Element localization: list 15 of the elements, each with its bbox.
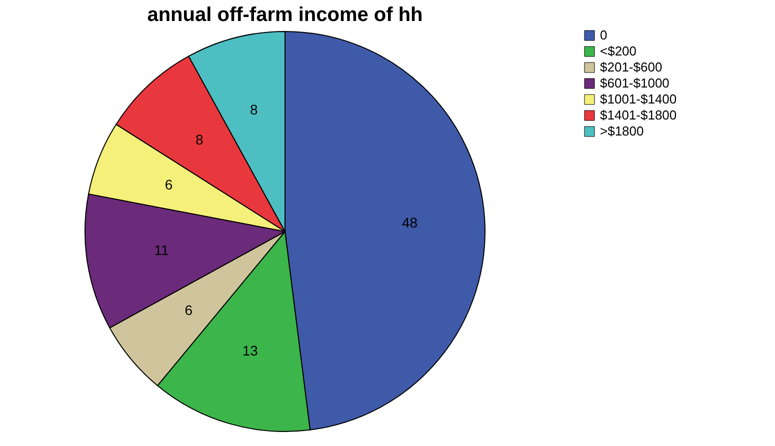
data-label: 11 xyxy=(154,242,170,258)
data-label: 8 xyxy=(250,101,258,118)
data-label: 8 xyxy=(196,131,204,148)
data-label: 48 xyxy=(402,214,418,231)
legend-label: >$1800 xyxy=(600,124,644,138)
legend-label: $1401-$1800 xyxy=(600,108,677,122)
legend-label: <$200 xyxy=(600,44,637,58)
data-label: 6 xyxy=(164,176,173,192)
chart-title: annual off-farm income of hh xyxy=(147,4,423,26)
legend-label: $201-$600 xyxy=(600,60,662,74)
data-label: 6 xyxy=(184,302,193,318)
legend-label: 0 xyxy=(600,28,608,42)
legend-label: $1001-$1400 xyxy=(600,92,677,106)
legend-label: $601-$1000 xyxy=(600,76,670,90)
data-label: 13 xyxy=(242,342,258,359)
